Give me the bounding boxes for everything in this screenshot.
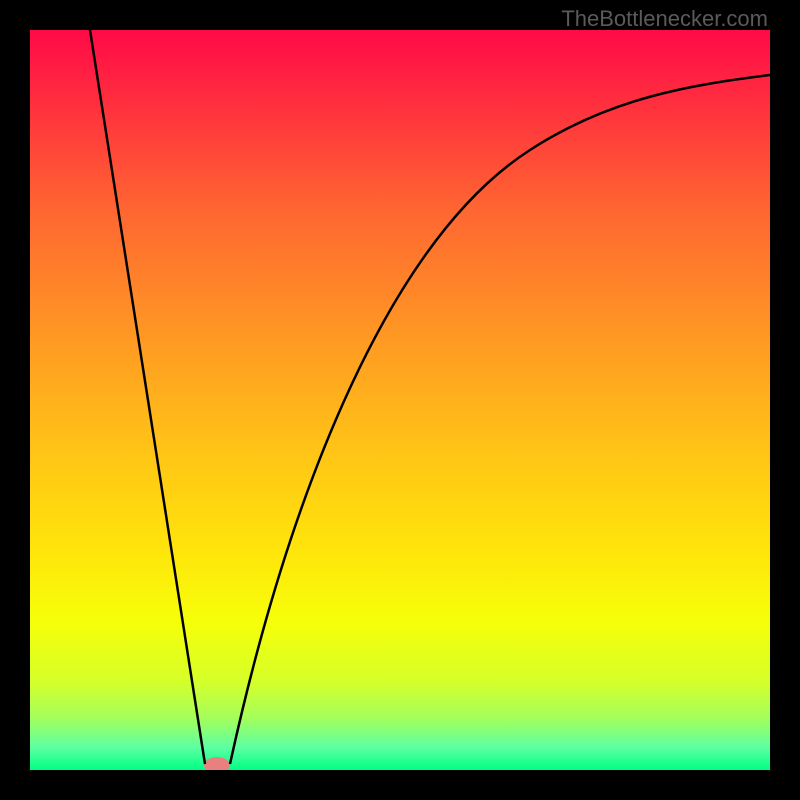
plot-area [30,30,770,770]
curve-left-branch [90,30,205,764]
minimum-marker [204,757,230,770]
watermark-text: TheBottlenecker.com [561,6,768,32]
chart-frame: TheBottlenecker.com [0,0,800,800]
curve-right-branch [230,75,770,764]
bottleneck-curve [30,30,770,770]
